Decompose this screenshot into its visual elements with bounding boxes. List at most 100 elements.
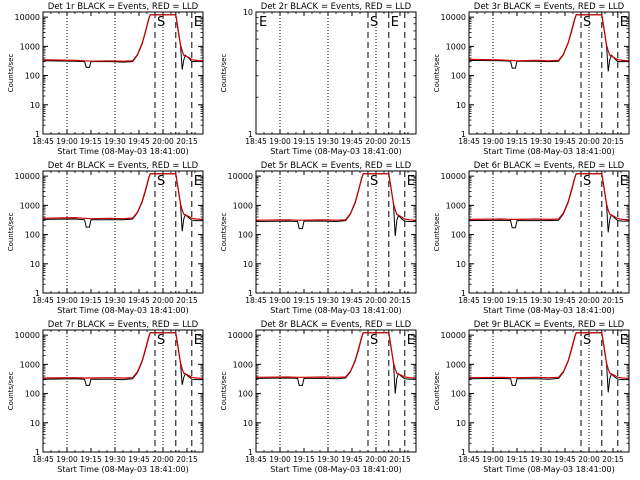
x-tick-label: 19:00: [482, 455, 504, 464]
panel-det-6: Det 6r BLACK = Events, RED = LLD 1 10 100 10…: [433, 161, 630, 315]
y-tick-label: 1: [35, 448, 40, 457]
x-tick-label: 20:00: [578, 137, 600, 146]
y-tick-label: 100: [451, 72, 466, 81]
x-tick-label: 20:00: [578, 296, 600, 305]
x-tick-label: 19:30: [317, 296, 339, 305]
x-tick-label: 20:00: [152, 296, 174, 305]
x-tick-label: 20:15: [176, 455, 198, 464]
x-tick-label: 20:00: [578, 455, 600, 464]
x-tick-label: 20:15: [602, 137, 624, 146]
y-tick-label: 10: [456, 419, 466, 428]
x-tick-label: 20:00: [365, 137, 387, 146]
y-tick-label: 10000: [15, 331, 40, 340]
series-lld: [255, 332, 417, 379]
x-tick-label: 19:15: [293, 137, 315, 146]
marker-label: S: [157, 333, 165, 348]
y-tick-label: 10: [456, 101, 466, 110]
y-tick-label: 1000: [446, 360, 466, 369]
y-tick-label: 10000: [228, 172, 253, 181]
x-tick-label: 19:30: [317, 455, 339, 464]
x-tick-label: 20:15: [389, 455, 411, 464]
marker-label: E: [407, 174, 415, 189]
marker-label: E: [259, 15, 267, 30]
x-tick-label: 20:00: [365, 455, 387, 464]
marker-label: S: [370, 15, 378, 30]
x-tick-label: 18:45: [32, 296, 54, 305]
x-axis-label: Start Time (08-May-03 18:41:00): [483, 147, 614, 156]
x-tick-label: 20:15: [602, 296, 624, 305]
x-tick-label: 19:00: [482, 137, 504, 146]
x-axis-label: Start Time (08-May-03 18:41:00): [270, 147, 401, 156]
y-tick-label: 10: [30, 419, 40, 428]
x-tick-label: 19:45: [128, 296, 150, 305]
x-tick-label: 20:15: [176, 296, 198, 305]
panel-det-7: Det 7r BLACK = Events, RED = LLD 1 10 100 10…: [7, 320, 204, 474]
marker-label: S: [157, 15, 165, 30]
panel-det-2: Det 2r BLACK = Events, RED = LLD 1 10 18:45…: [220, 2, 417, 156]
series-lld: [42, 332, 204, 379]
x-tick-label: 19:00: [269, 137, 291, 146]
x-axis-label: Start Time (08-May-03 18:41:00): [57, 465, 188, 474]
x-tick-label: 20:00: [152, 455, 174, 464]
panel-det-9: Det 9r BLACK = Events, RED = LLD 1 10 100 10…: [433, 320, 630, 474]
x-tick-label: 19:45: [554, 296, 576, 305]
x-tick-label: 20:15: [389, 296, 411, 305]
panel-det-3: Det 3r BLACK = Events, RED = LLD 1 10 100 10…: [433, 2, 630, 156]
panel-title: Det 3r BLACK = Events, RED = LLD: [474, 2, 625, 12]
x-tick-label: 18:45: [245, 455, 267, 464]
series-lld: [468, 173, 630, 221]
y-tick-label: 1000: [233, 360, 253, 369]
marker-label: S: [370, 333, 378, 348]
marker-label: S: [583, 333, 591, 348]
plot-frame: [42, 329, 204, 453]
marker-label: E: [194, 174, 202, 189]
panel-title: Det 4r BLACK = Events, RED = LLD: [48, 161, 199, 171]
marker-label: S: [583, 174, 591, 189]
x-tick-label: 19:00: [269, 455, 291, 464]
y-axis-label: Counts/sec: [220, 372, 228, 411]
x-tick-label: 19:00: [269, 296, 291, 305]
marker-label: E: [620, 15, 628, 30]
y-tick-label: 10: [243, 8, 253, 17]
y-tick-label: 10000: [441, 331, 466, 340]
x-tick-label: 19:15: [80, 137, 102, 146]
x-axis-label: Start Time (08-May-03 18:41:00): [57, 306, 188, 315]
marker-label: S: [157, 174, 165, 189]
x-tick-label: 19:15: [506, 137, 528, 146]
x-tick-label: 19:00: [482, 296, 504, 305]
y-tick-label: 1000: [20, 201, 40, 210]
y-tick-label: 10000: [15, 172, 40, 181]
x-tick-label: 18:45: [245, 137, 267, 146]
x-tick-label: 19:30: [530, 455, 552, 464]
panel-det-5: Det 5r BLACK = Events, RED = LLD 1 10 100 10…: [220, 161, 417, 315]
y-tick-label: 10: [243, 419, 253, 428]
y-tick-label: 100: [25, 390, 40, 399]
y-tick-label: 1000: [20, 360, 40, 369]
y-axis-label: Counts/sec: [7, 213, 15, 252]
x-axis-label: Start Time (08-May-03 18:41:00): [270, 465, 401, 474]
series-lld: [468, 14, 630, 62]
panel-det-4: Det 4r BLACK = Events, RED = LLD 1 10 100 10…: [7, 161, 204, 315]
plot-frame: [468, 329, 630, 453]
y-tick-label: 10: [243, 260, 253, 269]
plot-frame: [255, 11, 417, 135]
y-axis-label: Counts/sec: [433, 372, 441, 411]
series-lld: [42, 173, 204, 220]
y-tick-label: 10000: [15, 13, 40, 22]
x-tick-label: 18:45: [458, 137, 480, 146]
y-tick-label: 1: [35, 289, 40, 298]
marker-label: S: [370, 174, 378, 189]
y-axis-label: Counts/sec: [433, 54, 441, 93]
panel-title: Det 1r BLACK = Events, RED = LLD: [48, 2, 199, 12]
marker-label: S: [583, 15, 591, 30]
series-lld: [468, 332, 630, 379]
marker-label: E: [620, 174, 628, 189]
x-tick-label: 19:00: [56, 455, 78, 464]
series-lld: [42, 14, 204, 62]
x-tick-label: 19:30: [104, 296, 126, 305]
panel-title: Det 7r BLACK = Events, RED = LLD: [48, 320, 199, 330]
x-tick-label: 18:45: [458, 455, 480, 464]
x-tick-label: 20:15: [176, 137, 198, 146]
y-tick-label: 100: [451, 390, 466, 399]
